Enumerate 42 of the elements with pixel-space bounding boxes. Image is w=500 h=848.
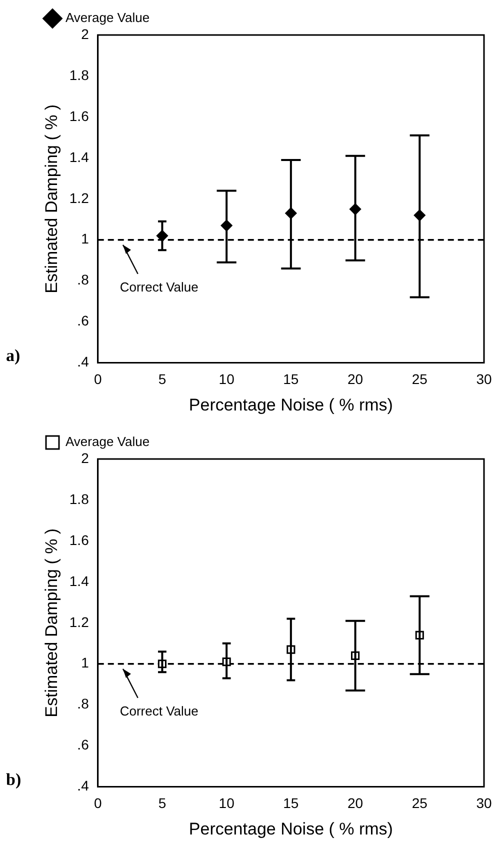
x-tick-label: 5 [158, 795, 166, 812]
x-tick-label: 25 [412, 371, 428, 388]
y-tick-label: .6 [77, 312, 90, 329]
y-tick-label: .8 [77, 272, 90, 288]
y-tick-label: 1.4 [69, 148, 90, 165]
y-tick-label: 1.2 [69, 614, 90, 630]
x-tick-label: 30 [476, 371, 492, 388]
legend-label: Average Value [66, 434, 150, 450]
y-tick-label: 1 [81, 654, 90, 671]
x-tick-label: 15 [283, 795, 299, 812]
y-tick-label: .4 [77, 778, 90, 794]
x-tick-label: 10 [218, 795, 235, 812]
y-tick-label: 1.6 [69, 532, 90, 548]
x-tick-label: 0 [94, 371, 102, 388]
x-tick-label: 20 [348, 371, 364, 388]
y-tick-label: 1.6 [69, 108, 90, 124]
y-tick-label: .4 [77, 354, 90, 370]
legend-label: Average Value [66, 10, 150, 26]
x-axis-title: Percentage Noise ( % rms) [188, 395, 393, 414]
y-axis-title: Estimated Damping ( % ) [42, 104, 61, 294]
y-axis-title: Estimated Damping ( % ) [42, 528, 61, 718]
y-tick-label: .8 [77, 696, 90, 712]
y-tick-label: 1.8 [69, 66, 90, 83]
y-tick-label: 2 [81, 26, 90, 42]
text: b) [6, 770, 22, 790]
x-tick-label: 25 [412, 795, 428, 812]
x-tick-label: 20 [348, 795, 364, 812]
y-tick-label: 1.4 [69, 572, 90, 589]
y-tick-label: 2 [81, 450, 90, 466]
ref-line-label: Correct Value [120, 703, 198, 718]
x-tick-label: 15 [283, 371, 299, 388]
x-tick-label: 10 [218, 371, 235, 388]
y-tick-label: 1.2 [69, 190, 90, 206]
x-tick-label: 30 [476, 795, 492, 812]
y-tick-label: .6 [77, 736, 90, 753]
x-tick-label: 5 [158, 371, 166, 388]
y-tick-label: 1.8 [69, 490, 90, 507]
x-tick-label: 0 [94, 795, 102, 812]
x-axis-title: Percentage Noise ( % rms) [188, 819, 393, 838]
y-tick-label: 1 [81, 230, 90, 247]
text: a) [6, 346, 20, 366]
ref-line-label: Correct Value [120, 279, 198, 294]
